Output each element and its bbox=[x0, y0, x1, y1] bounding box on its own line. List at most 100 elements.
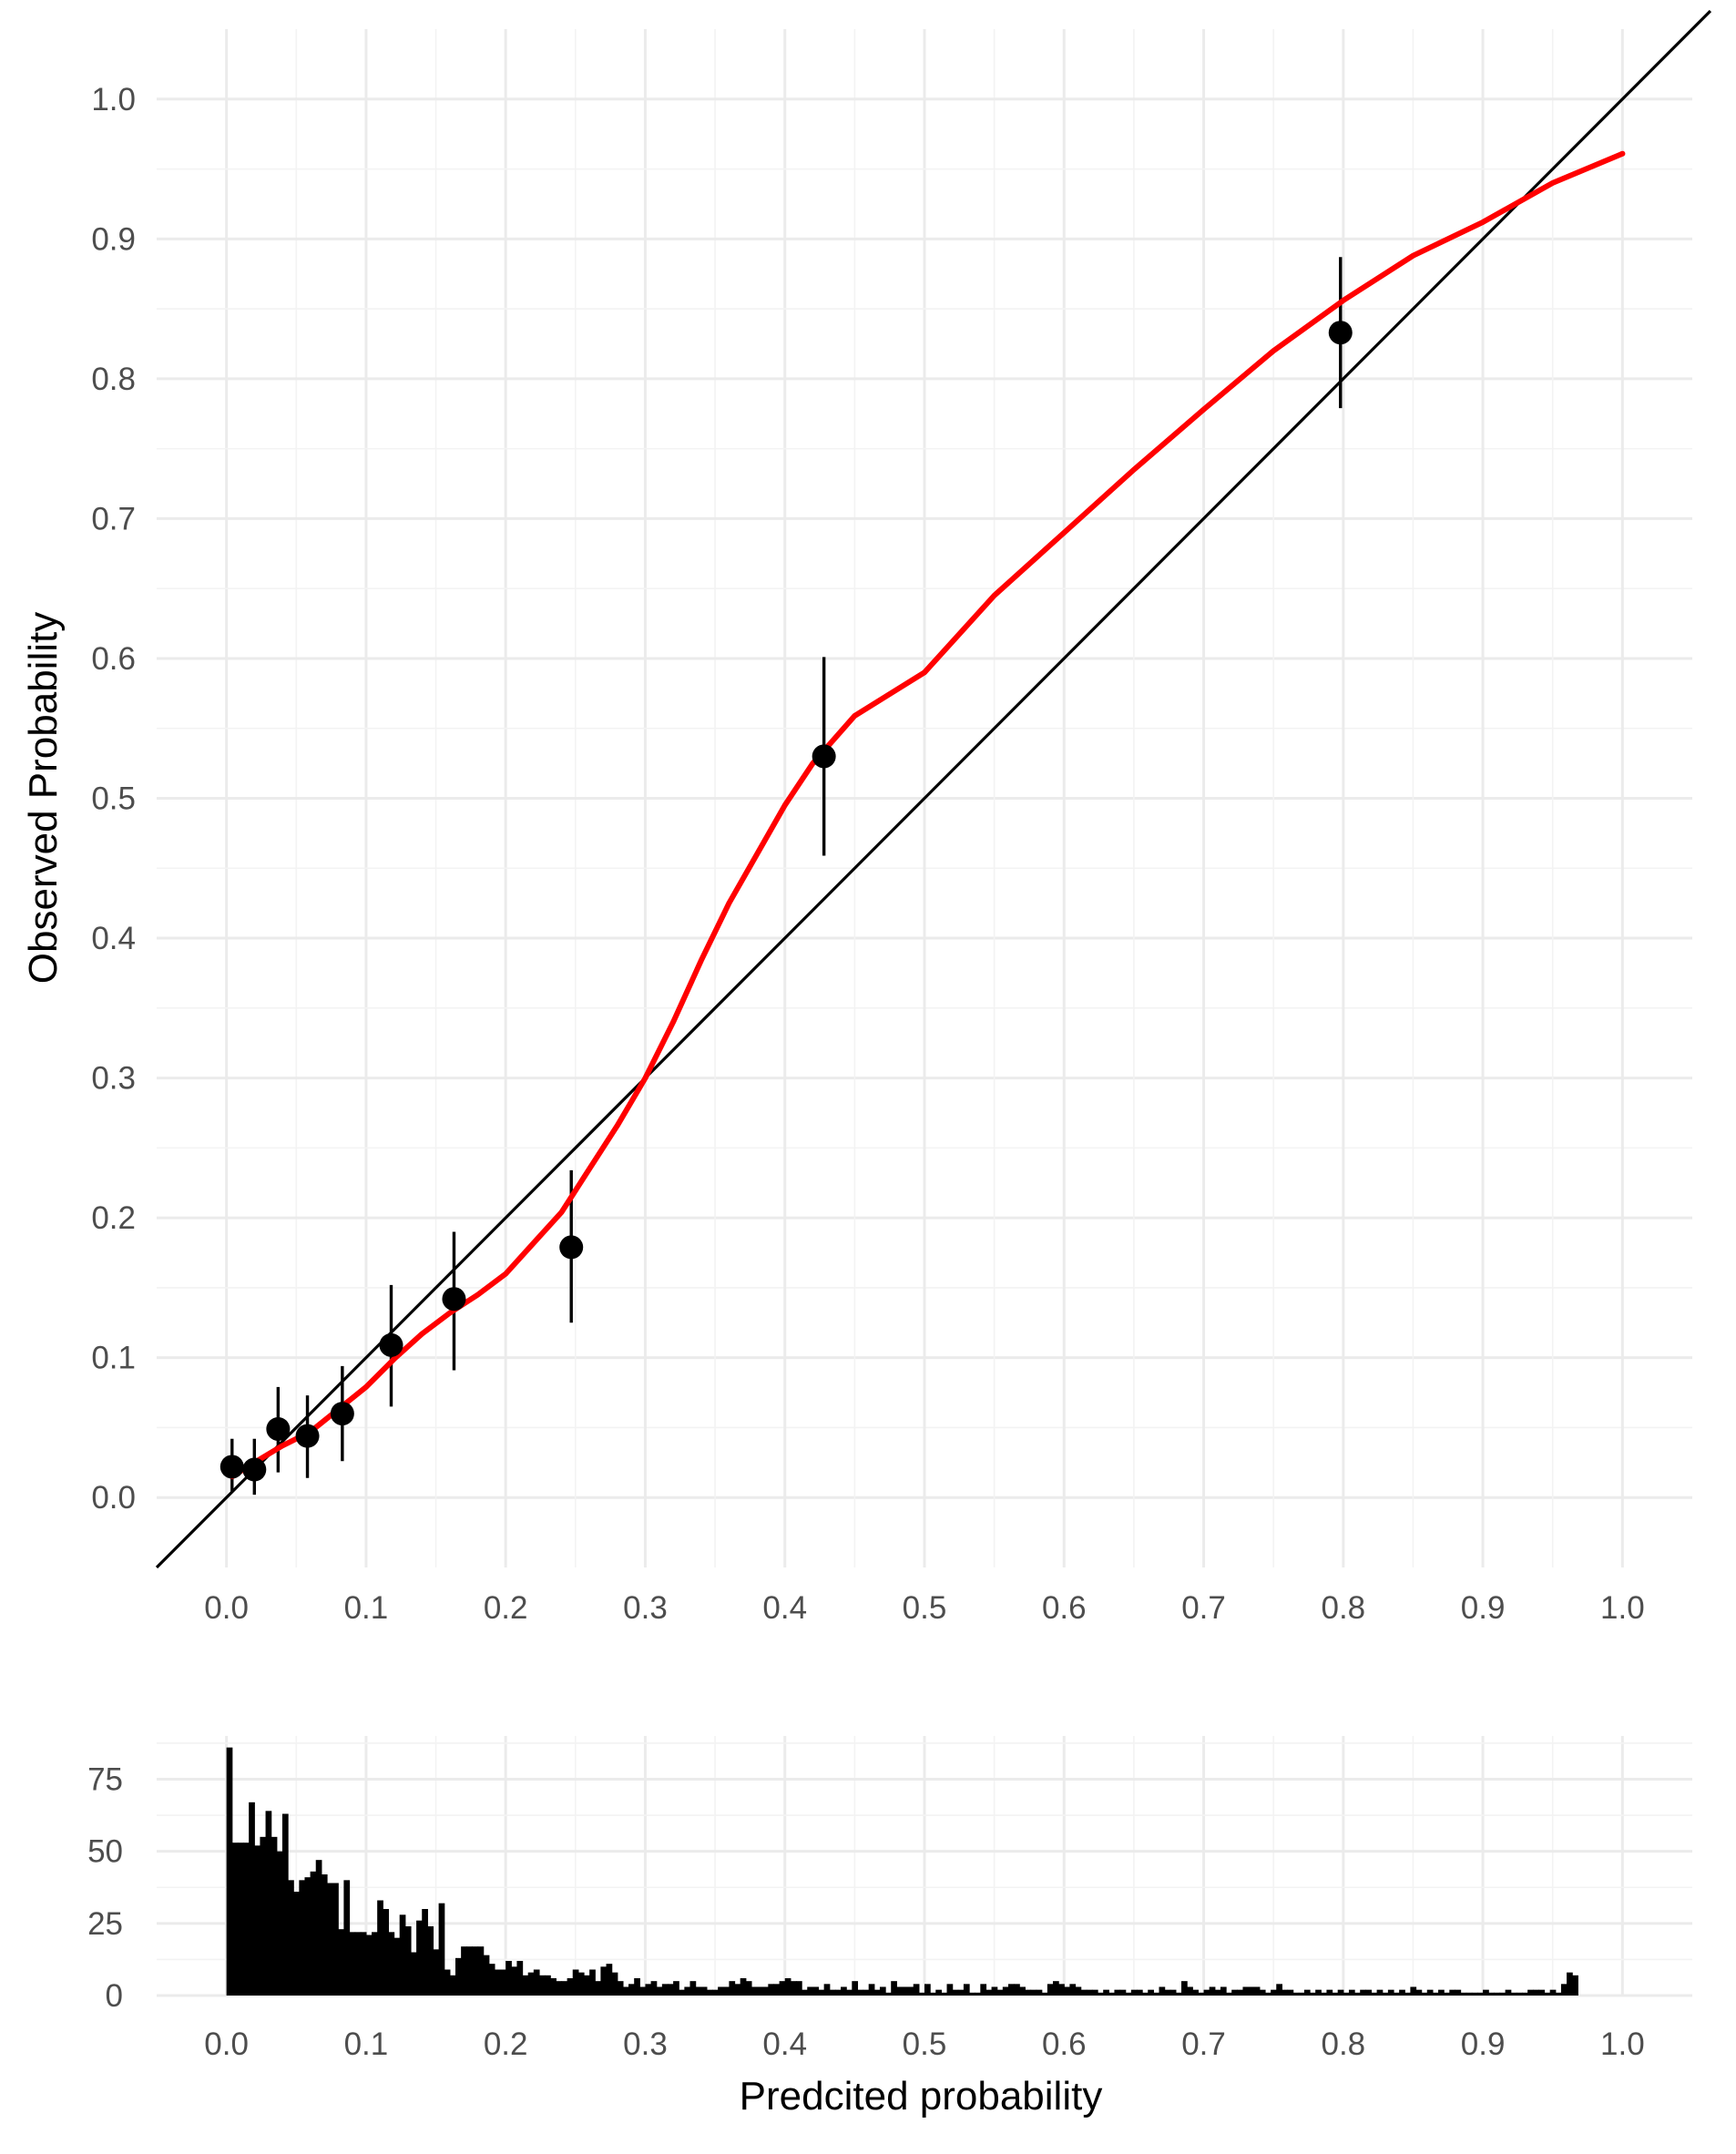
histogram-bar bbox=[1019, 1986, 1026, 1996]
x-tick-label: 0.4 bbox=[762, 2026, 807, 2062]
histogram-bar bbox=[790, 1981, 797, 1996]
histogram-bar bbox=[1002, 1986, 1009, 1996]
histogram-bar bbox=[734, 1984, 741, 1996]
histogram-bar bbox=[561, 1981, 568, 1996]
histogram-bar bbox=[1399, 1989, 1405, 1996]
y-tick-label: 0.6 bbox=[91, 641, 136, 677]
histogram-bar bbox=[857, 1989, 864, 1996]
histogram-bar bbox=[422, 1909, 428, 1996]
y-tick-label: 50 bbox=[87, 1834, 123, 1870]
histogram-bar bbox=[338, 1929, 344, 1996]
histogram-bar bbox=[1538, 1989, 1546, 1996]
histogram-bar bbox=[1053, 1981, 1059, 1996]
histogram-bar bbox=[1382, 1992, 1389, 1996]
histogram-bar bbox=[522, 1975, 529, 1996]
x-tick-label: 0.9 bbox=[1461, 1590, 1506, 1626]
histogram-bar bbox=[745, 1981, 752, 1996]
x-tick-label: 0.8 bbox=[1321, 1590, 1365, 1626]
histogram-bar bbox=[963, 1984, 970, 1996]
histogram-bar bbox=[410, 1952, 417, 1996]
histogram-bar bbox=[829, 1989, 836, 1996]
histogram-bar bbox=[930, 1992, 936, 1996]
histogram-bar bbox=[1253, 1986, 1261, 1996]
histogram-bar bbox=[606, 1964, 613, 1996]
histogram-bar bbox=[1438, 1989, 1445, 1996]
histogram-bar bbox=[1332, 1992, 1339, 1996]
histogram-bar bbox=[365, 1935, 373, 1996]
histogram-bar bbox=[622, 1986, 629, 1996]
histogram-bar bbox=[488, 1964, 495, 1996]
histogram-bar bbox=[461, 1946, 467, 1996]
histogram-bar bbox=[404, 1926, 412, 1996]
y-tick-label: 0.2 bbox=[91, 1200, 136, 1236]
histogram-bar bbox=[1069, 1984, 1077, 1996]
histogram-bar bbox=[1303, 1989, 1311, 1996]
histogram-bar bbox=[1030, 1989, 1037, 1996]
x-tick-label: 0.7 bbox=[1181, 2026, 1226, 2062]
calibration-plot-grid bbox=[157, 29, 1692, 1567]
data-point bbox=[220, 1455, 244, 1479]
histogram-bar bbox=[1282, 1989, 1289, 1996]
histogram-bar bbox=[600, 1966, 608, 1996]
histogram-bar bbox=[1169, 1989, 1177, 1996]
y-tick-label: 0.9 bbox=[91, 221, 136, 257]
histogram-bar bbox=[969, 1992, 975, 1996]
histogram-bar bbox=[1343, 1992, 1350, 1996]
histogram-bar bbox=[700, 1986, 708, 1996]
histogram-bar bbox=[834, 1989, 842, 1996]
histogram-bar bbox=[505, 1961, 512, 1996]
histogram-bar bbox=[483, 1955, 490, 1996]
reference-diagonal-line bbox=[155, 9, 1712, 1569]
x-tick-label: 1.0 bbox=[1600, 1590, 1645, 1626]
histogram-bar bbox=[577, 1972, 585, 1996]
histogram-bar bbox=[695, 1986, 702, 1996]
histogram-bar bbox=[996, 1989, 1004, 1996]
histogram-bar bbox=[527, 1972, 535, 1996]
histogram-bar bbox=[1226, 1992, 1232, 1996]
histogram-bar bbox=[343, 1880, 351, 1996]
histogram-bar bbox=[985, 1989, 993, 1996]
histogram-bar bbox=[572, 1969, 579, 1996]
histogram-bar bbox=[1337, 1989, 1344, 1996]
data-point bbox=[559, 1235, 584, 1260]
histogram-bar bbox=[1153, 1992, 1160, 1996]
histogram-bar bbox=[511, 1966, 518, 1996]
histogram-panel: 0 25 50 75 0.0 0.1 0.2 0.3 0.4 0.5 0.6 0.7 0.8 0.9 1.… bbox=[87, 1736, 1692, 2118]
histogram-bar bbox=[1220, 1986, 1227, 1996]
histogram-bar bbox=[1494, 1992, 1501, 1996]
histogram-bar bbox=[472, 1946, 479, 1996]
histogram-bar bbox=[1465, 1992, 1473, 1996]
histogram-bar bbox=[1136, 1989, 1143, 1996]
histogram-bar bbox=[1036, 1989, 1043, 1996]
histogram-bar bbox=[271, 1836, 278, 1996]
histogram-bar bbox=[841, 1986, 847, 1996]
y-tick-label: 0.8 bbox=[91, 362, 136, 397]
histogram-bar bbox=[807, 1986, 813, 1996]
histogram-bar bbox=[1175, 1992, 1182, 1996]
histogram-bar bbox=[729, 1981, 736, 1996]
histogram-bar bbox=[1187, 1986, 1193, 1996]
calibration-plot-panel: 0.0 0.1 0.2 0.3 0.4 0.5 0.6 0.7 0.8 0.9 1.0 0.0 0.1… bbox=[21, 9, 1712, 1626]
y-tick-label: 0.4 bbox=[91, 921, 136, 956]
x-tick-label: 0.3 bbox=[623, 1590, 668, 1626]
histogram-bar bbox=[1287, 1989, 1294, 1996]
histogram-bar bbox=[494, 1969, 501, 1996]
histogram-bar bbox=[321, 1874, 328, 1996]
histogram-bar bbox=[1214, 1989, 1221, 1996]
histogram-bar bbox=[383, 1909, 390, 1996]
histogram-bar bbox=[773, 1984, 781, 1996]
histogram-bar bbox=[1058, 1984, 1065, 1996]
histogram-bar bbox=[1203, 1989, 1210, 1996]
histogram-bar bbox=[1248, 1986, 1255, 1996]
histogram-bar bbox=[611, 1972, 618, 1996]
histogram-bar bbox=[584, 1975, 590, 1996]
histogram-bar bbox=[444, 1969, 451, 1996]
calibration-curve bbox=[229, 150, 1626, 1480]
x-tick-label: 0.8 bbox=[1321, 2026, 1365, 2062]
histogram-bar bbox=[1444, 1992, 1450, 1996]
x-tick-label: 1.0 bbox=[1600, 2026, 1645, 2062]
histogram-bar bbox=[762, 1986, 769, 1996]
histogram-bar bbox=[1432, 1992, 1439, 1996]
histogram-bar bbox=[1471, 1992, 1478, 1996]
